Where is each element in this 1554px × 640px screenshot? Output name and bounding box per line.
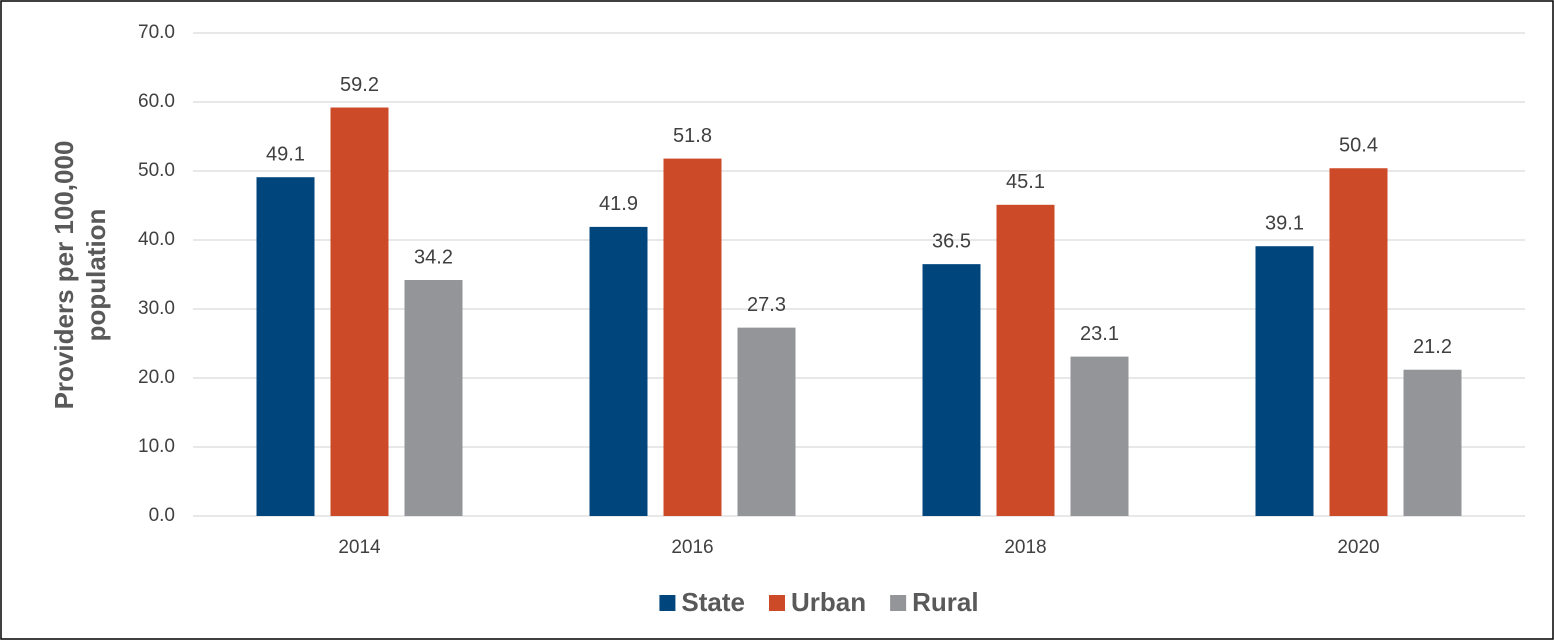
x-tick-label: 2014: [338, 537, 381, 558]
y-tick-label: 20.0: [138, 367, 175, 388]
x-tick-label: 2020: [1337, 537, 1379, 558]
y-tick-label: 60.0: [138, 91, 175, 112]
data-label: 39.1: [1265, 212, 1304, 234]
bar: [1255, 246, 1314, 516]
legend-label: State: [681, 587, 745, 617]
y-tick-label: 0.0: [149, 505, 175, 526]
data-label: 36.5: [932, 230, 971, 252]
legend-label: Rural: [912, 587, 978, 617]
y-tick-label: 30.0: [138, 298, 175, 319]
y-tick-label: 10.0: [138, 436, 175, 457]
y-axis-label-line: population: [81, 209, 111, 342]
data-label: 50.4: [1339, 135, 1378, 157]
x-tick-label: 2018: [1004, 537, 1046, 558]
data-label: 21.2: [1413, 336, 1452, 358]
bar: [404, 280, 463, 516]
y-tick-label: 70.0: [138, 22, 175, 43]
data-label: 27.3: [747, 294, 786, 316]
data-label: 45.1: [1006, 171, 1045, 193]
y-tick-label: 50.0: [138, 160, 175, 181]
x-tick-label: 2016: [671, 537, 713, 558]
y-axis-label: Providers per 100,000 population: [49, 141, 111, 410]
bar: [922, 264, 981, 516]
legend-swatch: [768, 595, 785, 611]
bar: [1403, 369, 1462, 516]
data-label: 59.2: [340, 74, 379, 96]
legend-swatch: [890, 595, 907, 611]
data-label: 34.2: [414, 246, 453, 268]
bar: [330, 107, 389, 517]
legend-label: Urban: [791, 587, 866, 617]
bar: [256, 177, 315, 516]
y-axis-label-line: Providers per 100,000: [49, 141, 79, 410]
bar: [996, 204, 1055, 516]
bar: [1329, 168, 1388, 517]
bar: [663, 158, 722, 516]
data-label: 23.1: [1080, 323, 1119, 345]
legend-swatch: [659, 595, 676, 611]
data-label: 49.1: [266, 143, 305, 165]
data-label: 51.8: [673, 125, 712, 147]
bar: [1070, 356, 1129, 516]
data-label: 41.9: [599, 193, 638, 215]
y-tick-label: 40.0: [138, 229, 175, 250]
bar: [737, 327, 796, 516]
bar: [589, 226, 648, 516]
